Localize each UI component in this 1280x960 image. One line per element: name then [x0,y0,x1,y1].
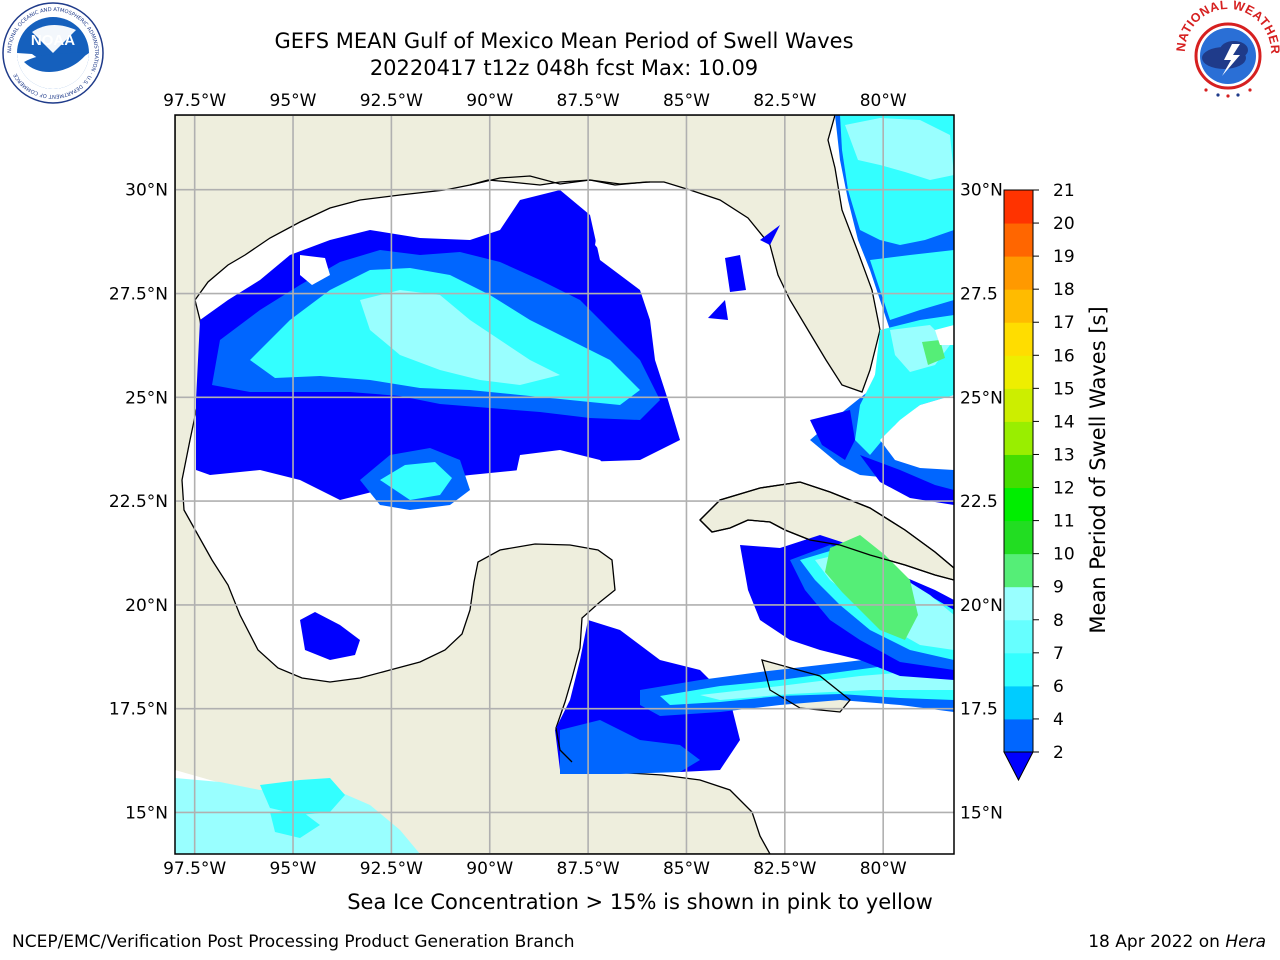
lon-tick-label-bottom: 92.5°W [360,859,423,879]
colorbar-segment [1004,256,1033,290]
lon-tick-label-bottom: 85°W [663,859,710,879]
colorbar-outline [1003,189,1034,753]
lon-tick-label-top: 80°W [860,91,907,111]
lat-tick-label-left: 15°N [125,803,168,823]
colorbar-segment [1004,718,1033,753]
lat-tick-label-left: 22.5°N [109,492,168,512]
lon-tick-label-bottom: 82.5°W [753,859,816,879]
colorbar-tick-label: 9 [1053,578,1064,598]
colorbar-tick-label: 6 [1053,677,1064,697]
colorbar-segment [1004,685,1033,720]
lon-tick-label-bottom: 97.5°W [163,859,226,879]
lat-tick-label-left: 20°N [125,596,168,616]
colorbar-tick-label: 14 [1053,412,1075,432]
colorbar-tick-label: 18 [1053,280,1075,300]
noaa-logo-text: NOAA [31,32,75,49]
lon-tick-label-top: 87.5°W [557,91,620,111]
lat-tick-label-right: 22.5 [960,492,998,512]
footer-date: 18 Apr 2022 on Hera [1088,932,1266,952]
lon-tick-label-top: 85°W [663,91,710,111]
gridlines [175,115,954,854]
coastline [469,175,954,763]
lat-ticks-right: 30°N 27.5 25°N 22.5 20°N 17.5 15°N [960,181,1003,824]
map-frame [174,114,955,855]
colorbar-segment [1004,487,1033,522]
lon-tick-label-top: 90°W [466,91,513,111]
lon-tick-label-top: 95°W [270,91,317,111]
colorbar-tick-label: 15 [1053,379,1075,399]
colorbar-tick-label: 13 [1053,445,1075,465]
colorbar-tick-label: 19 [1053,247,1075,267]
colorbar-segment [1004,388,1033,422]
chart-subtitle: 20220417 t12z 048h fcst Max: 10.09 [369,56,759,80]
noaa-logo: NOAA NATIONAL OCEANIC AND ATMOSPHERIC AD… [2,2,104,104]
lat-tick-label-right: 27.5 [960,285,998,305]
lat-tick-label-right: 17.5 [960,700,998,720]
colorbar-segment [1004,586,1033,621]
footer-date-text: 18 Apr 2022 on [1088,932,1226,952]
lat-tick-label-right: 20°N [960,596,1003,616]
lon-tick-label-bottom: 80°W [860,859,907,879]
lon-ticks-bottom: 97.5°W 95°W 92.5°W 90°W 87.5°W 85°W 82.5°W 80°W [163,859,907,879]
colorbar-tick-label: 4 [1053,710,1064,730]
sea-ice-note: Sea Ice Concentration > 15% is shown in … [347,890,933,914]
colorbar-tick-label: 11 [1053,512,1075,532]
chart-title: GEFS MEAN Gulf of Mexico Mean Period of … [274,29,854,53]
colorbar-segment [1004,454,1033,489]
colorbar-segment [1004,421,1033,455]
footer-host: Hera [1225,932,1266,952]
colorbar-tick-label: 2 [1053,743,1064,763]
lon-tick-label-bottom: 90°W [466,859,513,879]
lat-tick-label-left: 25°N [125,388,168,408]
colorbar-tick-label: 17 [1053,313,1075,333]
colorbar-segment [1004,322,1033,356]
colorbar-segment [1004,652,1033,687]
lon-tick-label-top: 82.5°W [753,91,816,111]
lat-tick-label-right: 30°N [960,181,1003,201]
colorbar-tick-label: 16 [1053,346,1075,366]
colorbar-segment [1004,520,1033,555]
nws-logo: NATIONAL WEATHER SERVICE [1176,0,1280,100]
lon-tick-label-top: 97.5°W [163,91,226,111]
swell-period-field [175,115,954,854]
lat-tick-label-right: 25°N [960,388,1003,408]
colorbar-segment [1004,355,1033,389]
lon-tick-label-bottom: 95°W [270,859,317,879]
colorbar-segment [1004,553,1033,588]
colorbar-segment [1004,289,1033,323]
colorbar-extend-arrow [1003,751,1034,782]
lon-ticks-top: 97.5°W 95°W 92.5°W 90°W 87.5°W 85°W 82.5°W 80°W [163,91,907,111]
colorbar: 2 4 6 7 8 9 10 11 12 13 14 15 16 17 18 19 20 21 [1003,181,1075,782]
colorbar-tick-label: 7 [1053,644,1064,664]
lat-ticks-left: 30°N 27.5°N 25°N 22.5°N 20°N 17.5°N 15°N [109,181,168,824]
lon-tick-label-top: 92.5°W [360,91,423,111]
colorbar-label: Mean Period of Swell Waves [s] [1086,306,1110,633]
colorbar-segment [1004,619,1033,654]
colorbar-tick-label: 12 [1053,479,1075,499]
colorbar-tick-label: 20 [1053,214,1075,234]
colorbar-tick-label: 21 [1053,181,1075,201]
lat-tick-label-left: 27.5°N [109,285,168,305]
colorbar-segment [1004,223,1033,257]
colorbar-segment [1004,190,1033,224]
colorbar-tick-label: 10 [1053,545,1075,565]
lat-tick-label-right: 15°N [960,803,1003,823]
lat-tick-label-left: 17.5°N [109,700,168,720]
colorbar-tick-label: 8 [1053,611,1064,631]
lat-tick-label-left: 30°N [125,181,168,201]
lon-tick-label-bottom: 87.5°W [557,859,620,879]
footer-credit: NCEP/EMC/Verification Post Processing Pr… [12,932,575,952]
